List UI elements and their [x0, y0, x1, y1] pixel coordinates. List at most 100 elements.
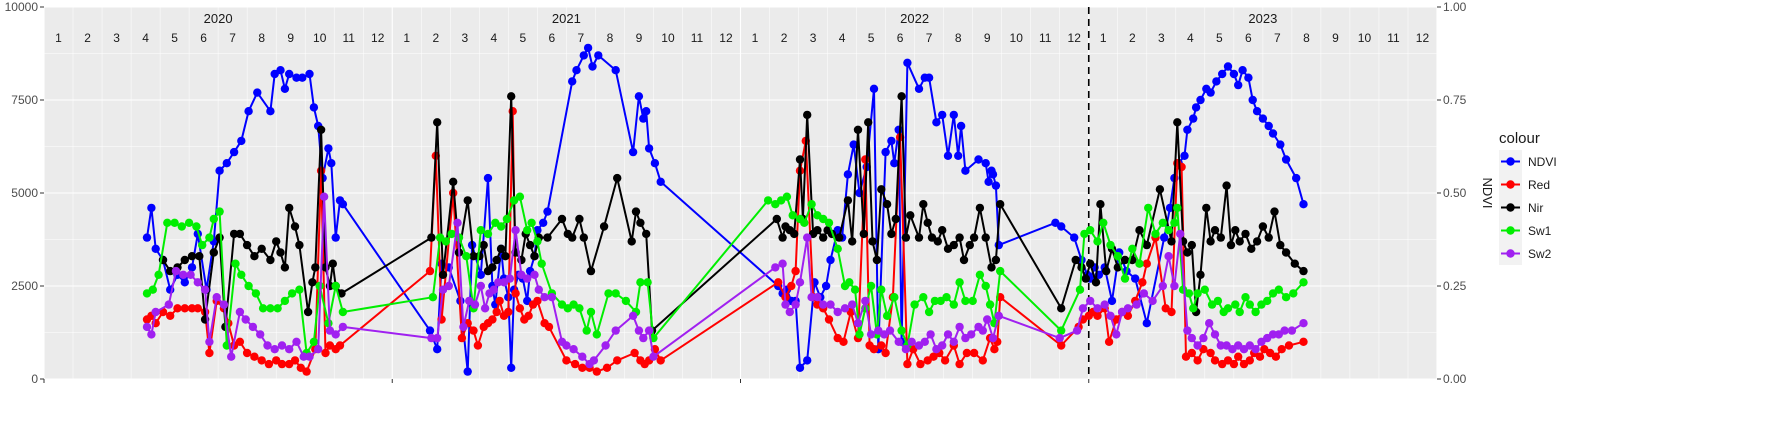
data-point-ndvi	[507, 363, 516, 372]
data-point-red	[264, 359, 274, 369]
data-point-nir	[427, 233, 436, 242]
data-point-sw1	[1184, 289, 1194, 298]
data-point-nir	[790, 229, 799, 239]
data-point-sw2	[861, 296, 870, 306]
month-label: 4	[839, 31, 846, 45]
data-point-ndvi	[890, 159, 899, 168]
data-point-red	[1245, 356, 1255, 365]
month-label: 9	[984, 31, 991, 45]
data-point-nir	[631, 207, 641, 216]
data-point-sw2	[331, 330, 340, 339]
data-point-sw2	[1210, 330, 1220, 339]
data-point-sw1	[1251, 307, 1260, 317]
y-left-tick-label: 10000	[5, 0, 39, 14]
data-point-sw2	[1299, 319, 1308, 328]
data-point-red	[425, 266, 435, 276]
data-point-ndvi	[803, 356, 812, 365]
data-point-red	[978, 356, 987, 365]
data-point-nir	[955, 233, 964, 242]
data-point-sw1	[1120, 274, 1130, 283]
data-point-sw2	[530, 270, 539, 279]
data-point-sw2	[292, 337, 301, 346]
data-point-nir	[166, 266, 175, 276]
data-point-nir	[215, 233, 224, 242]
data-point-nir	[496, 244, 506, 253]
series-layer	[142, 43, 1308, 376]
data-point-nir	[1226, 240, 1236, 250]
data-point-ndvi	[568, 77, 577, 86]
data-point-sw2	[1287, 326, 1297, 335]
data-point-sw2	[938, 341, 947, 350]
month-label: 2	[84, 31, 91, 45]
data-point-red	[511, 289, 520, 298]
data-point-nir	[449, 177, 458, 186]
month-label: 7	[578, 31, 585, 45]
data-point-sw1	[919, 293, 928, 302]
data-point-red	[861, 155, 870, 164]
legend-item-ndvi: NDVI	[1499, 150, 1557, 173]
data-point-ndvi	[151, 244, 160, 253]
data-point-red	[570, 359, 580, 369]
data-point-nir	[1247, 244, 1256, 253]
data-point-sw2	[142, 322, 152, 332]
data-point-red	[515, 304, 525, 313]
data-point-sw2	[833, 307, 842, 317]
data-point-sw2	[1280, 326, 1289, 335]
legend-item-red: Red	[1499, 173, 1550, 196]
legend-key-point	[1506, 180, 1515, 189]
data-point-sw1	[198, 240, 207, 250]
data-point-ndvi	[943, 151, 953, 160]
data-point-nir	[1281, 248, 1291, 257]
data-point-red	[1229, 359, 1239, 369]
data-point-sw1	[636, 278, 645, 287]
data-point-sw2	[813, 293, 822, 302]
data-point-nir	[1290, 259, 1300, 268]
data-point-red	[544, 322, 554, 332]
data-point-sw1	[996, 266, 1005, 276]
data-point-ndvi	[1238, 66, 1247, 75]
data-point-sw2	[476, 281, 485, 291]
data-point-sw1	[1086, 226, 1095, 235]
data-point-sw1	[1135, 259, 1144, 268]
data-point-red	[791, 266, 800, 276]
data-point-sw2	[826, 300, 835, 309]
data-point-sw2	[314, 345, 323, 354]
month-label: 7	[926, 31, 933, 45]
data-point-red	[839, 337, 848, 346]
data-point-sw1	[244, 281, 253, 291]
data-point-ndvi	[611, 66, 620, 75]
data-point-sw2	[171, 266, 181, 276]
data-point-sw1	[621, 296, 631, 306]
data-point-sw2	[628, 311, 638, 320]
data-point-ndvi	[961, 166, 970, 175]
month-label: 12	[719, 31, 733, 45]
data-point-ndvi	[298, 73, 307, 82]
data-point-sw2	[338, 322, 348, 332]
data-point-red	[955, 359, 964, 369]
data-point-sw1	[1200, 285, 1210, 294]
data-point-nir	[1142, 240, 1152, 250]
data-point-nir	[1167, 237, 1176, 246]
data-point-nir	[872, 255, 882, 265]
data-point-sw1	[611, 289, 620, 298]
data-point-ndvi	[309, 103, 319, 112]
data-point-sw2	[1199, 333, 1208, 343]
data-point-sw2	[569, 345, 578, 354]
data-point-nir	[778, 233, 787, 242]
data-point-sw1	[866, 281, 876, 291]
data-point-red	[602, 363, 612, 372]
data-point-nir	[543, 233, 552, 242]
data-point-sw2	[866, 330, 876, 339]
month-label: 12	[1416, 31, 1430, 45]
data-point-sw1	[527, 218, 536, 227]
legend-key-point	[1506, 157, 1515, 166]
data-point-ndvi	[1281, 155, 1291, 164]
data-point-ndvi	[244, 107, 253, 116]
data-point-sw2	[785, 307, 794, 317]
month-label: 8	[607, 31, 614, 45]
data-point-sw2	[778, 259, 787, 268]
data-point-red	[787, 281, 796, 291]
data-point-ndvi	[1070, 233, 1079, 242]
data-point-nir	[1057, 304, 1066, 313]
